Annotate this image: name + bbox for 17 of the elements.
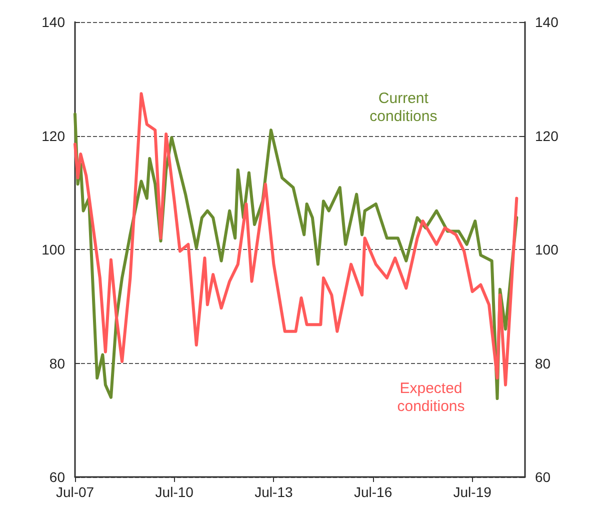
text: Expected conditions: [397, 380, 465, 415]
y2-tick-label: 60: [535, 469, 551, 485]
y2-tick-label: 120: [535, 128, 559, 144]
x-tick-label: Jul-10: [155, 484, 194, 500]
y-tick-label: 100: [42, 242, 66, 258]
y2-tick-label: 80: [535, 355, 551, 372]
y-tick-label: 60: [49, 469, 66, 485]
y-tick-label: 120: [42, 128, 66, 144]
y2-tick-label: 100: [535, 242, 559, 258]
y2-tick-label: 140: [535, 14, 559, 30]
x-tick-label: Jul-07: [56, 484, 94, 500]
x-tick-label: Jul-16: [354, 484, 392, 500]
x-tick-label: Jul-13: [254, 484, 293, 500]
x-tick-label: Jul-19: [453, 484, 492, 500]
y-tick-label: 80: [49, 355, 66, 372]
text: Current conditions: [370, 90, 438, 125]
y-tick-label: 140: [42, 14, 66, 30]
